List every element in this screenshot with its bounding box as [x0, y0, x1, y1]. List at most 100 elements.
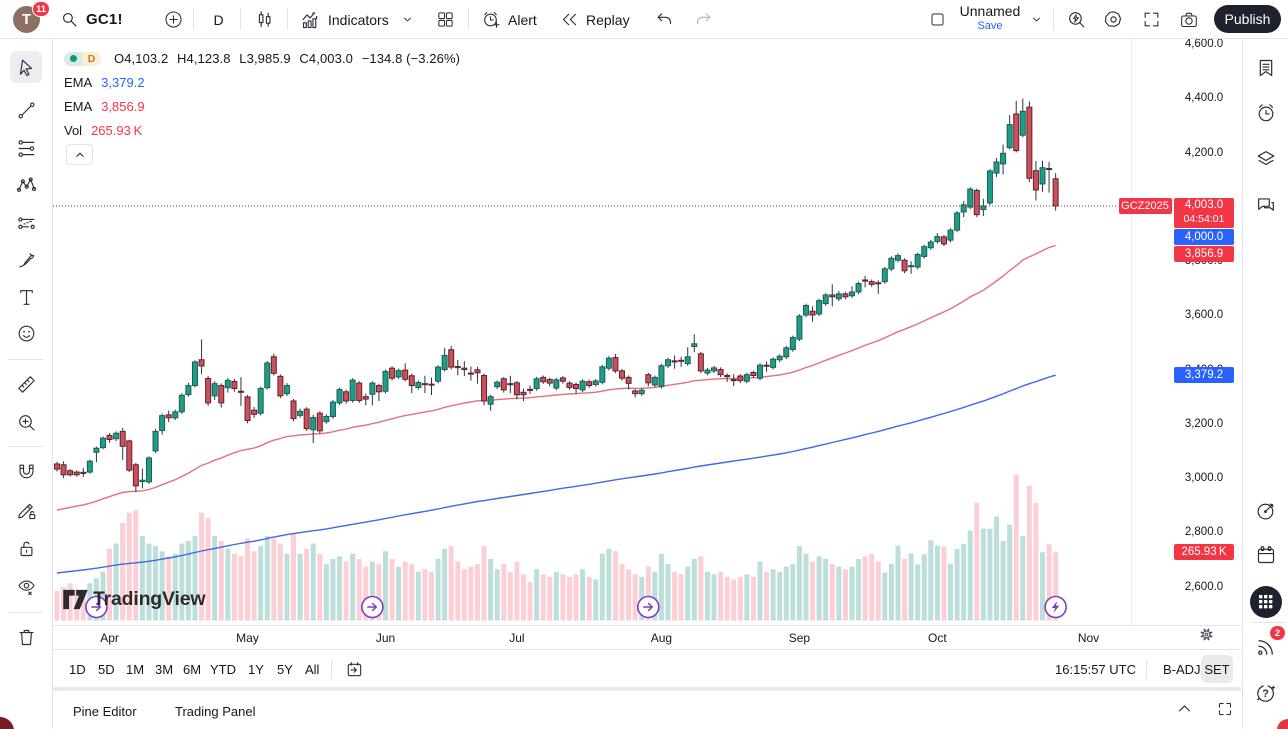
- tool-cursor[interactable]: [10, 51, 42, 83]
- candle-up: [178, 394, 185, 413]
- sidebar-streams[interactable]: 2: [1249, 625, 1286, 664]
- ema-slow-price-tag[interactable]: 3,379.2: [1174, 367, 1234, 384]
- add-symbol-button[interactable]: [158, 4, 189, 35]
- price-chart[interactable]: [53, 39, 1131, 625]
- redo-button[interactable]: [689, 4, 718, 35]
- chevron-down-icon: [1032, 17, 1040, 22]
- tool-fib-retracement[interactable]: [10, 132, 42, 164]
- range-5d[interactable]: 5D: [98, 662, 115, 677]
- save-layout-indicator[interactable]: [922, 4, 953, 35]
- tool-measure[interactable]: [10, 368, 42, 400]
- symbol-price-tag[interactable]: GCZ2025: [1118, 198, 1172, 214]
- sidebar-hotlists[interactable]: [1249, 494, 1283, 528]
- candle-up: [553, 379, 560, 389]
- range-ytd[interactable]: YTD: [210, 662, 236, 677]
- session-button[interactable]: SET: [1201, 655, 1233, 683]
- candle-down: [868, 281, 875, 285]
- month-label: Aug: [650, 630, 673, 645]
- legend-volume[interactable]: Vol 265.93 K: [64, 123, 142, 138]
- tool-forecast[interactable]: [10, 207, 42, 239]
- sidebar-help[interactable]: ?: [1249, 676, 1283, 710]
- legend-collapse-button[interactable]: [66, 144, 93, 165]
- tab-trading-panel[interactable]: Trading Panel: [175, 703, 256, 719]
- clock[interactable]: 16:15:57 UTC: [1055, 657, 1136, 682]
- last-price-tag[interactable]: 4,003.0 04:54:01: [1174, 197, 1234, 228]
- legend-main-row[interactable]: D O4,103.2 H4,123.8 L3,985.9 C4,003.0 −1…: [64, 51, 465, 66]
- alert-price-tag[interactable]: 4,000.0: [1174, 228, 1234, 245]
- volume-bar: [534, 569, 540, 621]
- price-axis[interactable]: 4,600.04,400.04,200.04,000.03,800.03,600…: [1118, 38, 1241, 625]
- volume-bar: [783, 566, 789, 621]
- sidebar-apps[interactable]: [1249, 585, 1283, 619]
- chevron-up-icon: [1178, 705, 1191, 712]
- layout-dropdown-button[interactable]: [1026, 4, 1046, 35]
- range-1y[interactable]: 1Y: [248, 662, 264, 677]
- range-6m[interactable]: 6M: [183, 662, 202, 677]
- volume-bar: [698, 556, 704, 621]
- panel-splitter[interactable]: [53, 687, 1241, 691]
- legend-ema-slow[interactable]: EMA 3,379.2: [64, 75, 145, 90]
- range-5y[interactable]: 5Y: [277, 662, 293, 677]
- layout-menu[interactable]: Unnamed Save: [955, 3, 1025, 36]
- tool-text[interactable]: [10, 281, 42, 313]
- interval-button[interactable]: D: [203, 4, 234, 35]
- tradingview-logo-icon: [63, 589, 88, 610]
- chart-style-button[interactable]: [249, 4, 280, 35]
- legend-ema-fast[interactable]: EMA 3,856.9: [64, 99, 145, 114]
- adjustment-toggle[interactable]: B-ADJ: [1163, 662, 1201, 677]
- panel-maximize-button[interactable]: [1216, 700, 1234, 718]
- time-axis[interactable]: Apr May Jun Jul Aug Sep Oct Nov: [53, 625, 1241, 649]
- volume-bar: [750, 576, 756, 621]
- candle-up: [822, 294, 829, 305]
- axis-settings-gear-icon[interactable]: [1198, 626, 1215, 643]
- tool-drawing-mode[interactable]: [10, 494, 42, 526]
- tool-zoom-in[interactable]: [10, 406, 42, 438]
- timezone[interactable]: UTC: [1109, 662, 1136, 677]
- volume-bar: [777, 571, 783, 621]
- goto-date-button[interactable]: [345, 660, 364, 679]
- candle-down: [875, 282, 882, 285]
- panel-collapse-button[interactable]: [1176, 700, 1193, 717]
- fullscreen-button[interactable]: [1136, 4, 1167, 35]
- snapshot-button[interactable]: [1173, 4, 1204, 35]
- tab-pine-editor[interactable]: Pine Editor: [73, 703, 137, 719]
- sidebar-object-tree[interactable]: [1249, 142, 1283, 176]
- settings-button[interactable]: [1098, 4, 1129, 35]
- tool-lock-all[interactable]: [10, 532, 42, 564]
- volume-bar: [514, 561, 520, 621]
- tool-remove-all[interactable]: [10, 621, 42, 653]
- user-menu[interactable]: T 11: [13, 1, 55, 35]
- quick-search-button[interactable]: [1061, 4, 1092, 35]
- candle-down: [1046, 168, 1053, 171]
- candle-up: [336, 389, 343, 404]
- range-1d[interactable]: 1D: [69, 662, 86, 677]
- symbol-status-pill[interactable]: D: [64, 51, 101, 66]
- tool-magnet[interactable]: [10, 456, 42, 488]
- sidebar-watchlist[interactable]: [1249, 51, 1283, 85]
- tool-emoji[interactable]: [10, 317, 42, 349]
- range-1m[interactable]: 1M: [126, 662, 145, 677]
- ema-fast-price-tag[interactable]: 3,856.9: [1174, 245, 1234, 262]
- publish-button[interactable]: Publish: [1214, 5, 1281, 33]
- volume-tag[interactable]: 265.93 K: [1174, 544, 1234, 561]
- indicator-templates-button[interactable]: [398, 4, 416, 35]
- chat-bubble[interactable]: [1277, 719, 1288, 729]
- indicators-button[interactable]: Indicators: [294, 4, 395, 35]
- undo-button[interactable]: [650, 4, 679, 35]
- chart-pane[interactable]: D O4,103.2 H4,123.8 L3,985.9 C4,003.0 −1…: [53, 39, 1131, 625]
- range-all[interactable]: All: [305, 662, 320, 677]
- volume-bar: [566, 576, 572, 621]
- sidebar-alerts[interactable]: [1249, 96, 1283, 130]
- sidebar-calendar[interactable]: [1249, 538, 1283, 572]
- save-link[interactable]: Save: [977, 20, 1003, 32]
- tool-trend-line[interactable]: [10, 94, 42, 126]
- layout-grid-button[interactable]: [430, 4, 461, 35]
- symbol-search-button[interactable]: GC1!: [54, 4, 129, 35]
- alert-button[interactable]: Alert: [475, 4, 543, 35]
- tool-hide-all[interactable]: [10, 570, 42, 602]
- tool-brush[interactable]: [10, 244, 42, 276]
- tool-pattern[interactable]: [10, 169, 42, 201]
- range-3m[interactable]: 3M: [155, 662, 174, 677]
- replay-button[interactable]: Replay: [554, 4, 636, 35]
- sidebar-chat[interactable]: [1249, 188, 1283, 222]
